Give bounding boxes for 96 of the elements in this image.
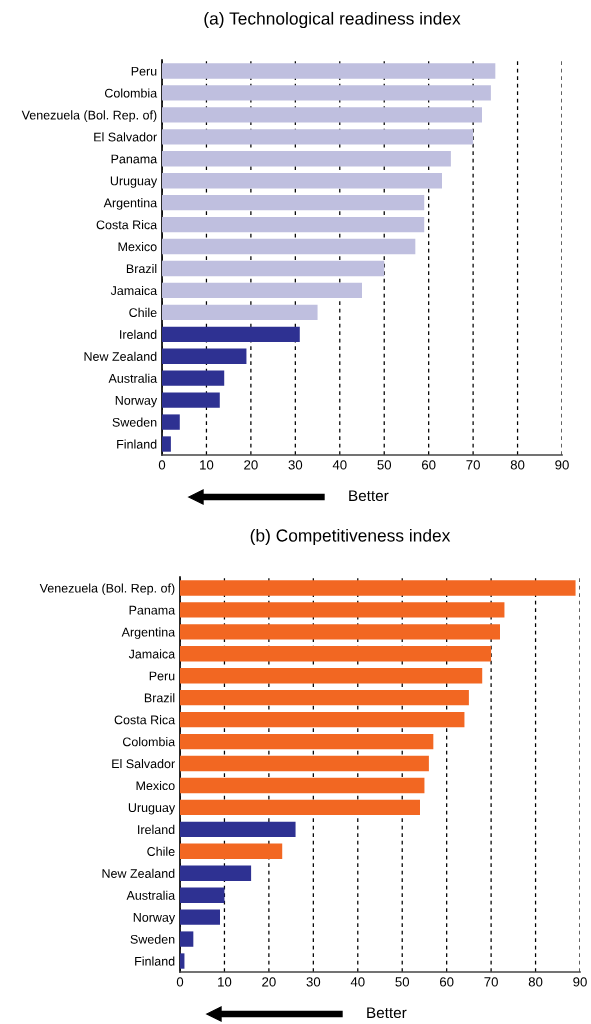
bar [180,580,576,596]
bar [162,63,496,79]
y-tick-label: Panama [111,154,158,164]
bar [180,711,465,728]
y-tick-label: Australia [108,373,158,383]
chart-title: (b) Competitiveness index [250,528,451,546]
x-tick-label: 60 [422,460,436,470]
bar [162,304,318,321]
y-tick-label: Finland [135,956,175,966]
bar [180,755,429,772]
bar [180,931,194,947]
x-tick-label: 20 [244,460,258,470]
bar [180,733,434,750]
bar [162,151,451,167]
x-tick-label: 50 [395,977,410,987]
bar [162,85,491,101]
y-tick-label: Colombia [122,737,176,747]
y-tick-label: Norway [133,913,176,925]
x-tick-label: 10 [200,460,214,470]
bar [162,107,482,123]
y-tick-label: Brazil [126,263,157,274]
bar [180,821,296,838]
bar [162,392,220,408]
bar [180,690,469,706]
bar [162,238,416,255]
chart-title: (a) Technological readiness index [204,11,461,29]
bar [162,194,425,211]
y-tick-label: Finland [117,439,157,449]
x-tick-label: 50 [377,460,392,470]
bar [180,646,492,662]
bar [180,865,252,881]
bar [180,909,220,925]
y-tick-label: Costa Rica [114,715,176,725]
y-tick-label: Costa Rica [96,220,158,230]
bar [180,602,505,618]
x-tick-label: 60 [440,977,454,987]
y-tick-label: El Salvador [94,132,157,142]
x-tick-label: 0 [176,977,184,987]
bar [180,887,225,903]
y-tick-label: New Zealand [84,351,157,361]
x-tick-label: 70 [484,977,498,987]
bar [162,326,300,342]
x-tick-label: 30 [288,460,303,470]
x-tick-label: 20 [262,977,276,987]
bar [162,216,425,233]
y-tick-label: Mexico [118,242,157,252]
y-tick-label: Australia [126,890,176,900]
y-tick-label: Sweden [130,934,175,944]
x-tick-label: 80 [528,977,543,987]
y-tick-label: Argentina [121,627,176,639]
y-tick-label: Brazil [144,693,175,703]
y-tick-label: Peru [131,66,157,76]
y-tick-label: Chile [129,307,157,318]
bar [162,414,180,430]
x-tick-label: 40 [332,460,347,470]
y-tick-label: Uruguay [110,176,158,188]
bar [180,777,425,794]
x-tick-label: 80 [510,460,525,470]
y-tick-label: Mexico [136,780,175,791]
x-tick-label: 10 [218,977,232,987]
y-tick-label: Jamaica [110,285,158,296]
y-tick-label: New Zealand [102,868,175,878]
y-tick-label: Ireland [138,824,175,835]
bar [180,953,185,969]
y-tick-label: Colombia [104,88,158,98]
y-tick-label: El Salvador [112,759,175,769]
y-tick-label: Chile [147,846,175,856]
bar [162,260,385,277]
x-tick-label: 40 [350,977,365,987]
y-tick-label: Ireland [120,329,157,339]
bar [162,129,474,145]
bar [162,282,362,299]
bar [162,173,442,189]
bar [180,843,283,859]
text: Better [349,490,389,502]
y-tick-label: Panama [129,605,176,615]
bar [162,370,225,386]
x-tick-label: 90 [555,460,569,470]
bar [180,668,483,684]
bar [162,436,171,452]
y-tick-label: Venezuela (Bol. Rep. of) [21,110,157,122]
y-tick-label: Peru [149,671,175,681]
x-tick-label: 90 [573,977,587,987]
text: Better [367,1007,407,1019]
y-tick-label: Argentina [103,198,158,210]
bar [162,348,247,364]
x-tick-label: 30 [306,977,321,987]
x-tick-label: 0 [158,460,166,470]
y-tick-label: Venezuela (Bol. Rep. of) [39,583,175,596]
y-tick-label: Norway [115,396,158,408]
y-tick-label: Uruguay [128,803,176,815]
y-tick-label: Sweden [112,417,157,427]
y-tick-label: Jamaica [128,649,176,659]
bar [180,624,500,640]
bar [180,799,420,816]
x-tick-label: 70 [466,460,480,470]
